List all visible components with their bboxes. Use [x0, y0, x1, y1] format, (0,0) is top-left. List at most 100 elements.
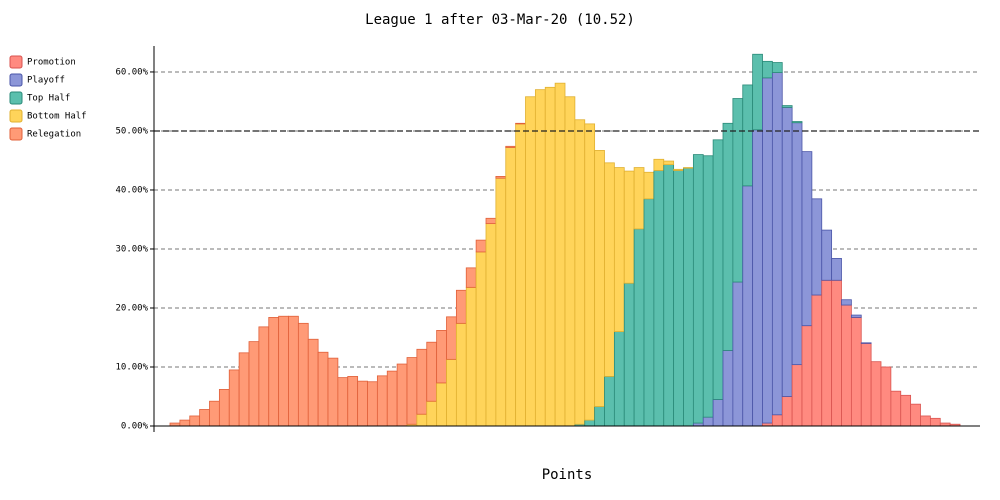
bar — [791, 122, 803, 366]
bar — [791, 364, 803, 427]
bar — [189, 415, 201, 427]
bar — [554, 82, 566, 427]
bar — [209, 400, 220, 427]
bar — [831, 258, 842, 281]
bar — [525, 96, 536, 427]
bar — [436, 382, 447, 427]
bar — [297, 322, 309, 427]
bar — [663, 164, 675, 427]
bar — [929, 417, 941, 427]
bar — [604, 162, 615, 377]
legend-swatch — [9, 91, 23, 105]
bar — [465, 286, 477, 427]
bar — [732, 98, 744, 283]
bar — [742, 185, 754, 427]
bar — [702, 416, 714, 427]
bar — [771, 414, 783, 427]
bar — [485, 223, 497, 427]
bar — [317, 351, 329, 427]
bar — [544, 86, 556, 427]
bar — [347, 376, 359, 427]
bar — [712, 399, 724, 427]
bar — [475, 251, 487, 427]
bar — [850, 314, 862, 318]
bar — [850, 317, 862, 427]
bar — [781, 106, 793, 397]
bar — [623, 170, 635, 284]
bar — [268, 317, 280, 427]
bar — [722, 122, 734, 351]
bar — [821, 279, 833, 427]
bar — [890, 390, 902, 427]
bar — [762, 60, 773, 79]
legend-label: Bottom Half — [27, 112, 87, 122]
bar — [406, 357, 418, 425]
bar — [841, 304, 852, 427]
bar — [910, 403, 921, 427]
bar — [584, 419, 596, 427]
bar — [179, 419, 191, 427]
bar — [643, 171, 655, 200]
bar — [771, 72, 783, 416]
y-tick-label: 40.00% — [115, 185, 148, 195]
bar — [722, 350, 734, 427]
legend-label: Promotion — [27, 58, 76, 68]
bar — [663, 160, 675, 166]
bar — [367, 381, 378, 427]
bar — [426, 341, 438, 402]
bar — [821, 229, 833, 281]
legend-label: Top Half — [27, 94, 70, 104]
bar — [594, 406, 605, 427]
bar — [831, 279, 842, 427]
bar — [495, 177, 507, 427]
bar — [653, 158, 665, 171]
bar — [515, 123, 526, 427]
bar — [791, 121, 803, 124]
bar — [416, 348, 428, 415]
bar — [327, 357, 339, 427]
bar — [218, 389, 230, 427]
bar — [781, 105, 793, 108]
bar — [376, 375, 388, 427]
y-tick-label: 60.00% — [115, 67, 148, 77]
bar — [623, 282, 635, 427]
bar — [811, 294, 823, 427]
bar — [199, 409, 210, 427]
bar — [288, 315, 299, 427]
legend-swatch — [9, 127, 23, 141]
bar — [238, 352, 250, 427]
bar — [436, 330, 447, 384]
bar — [446, 358, 457, 427]
legend-swatch — [9, 55, 23, 69]
y-tick-label: 10.00% — [115, 362, 148, 372]
bar — [584, 123, 596, 421]
bar — [594, 150, 605, 407]
bar — [841, 299, 852, 306]
bar — [920, 415, 931, 427]
chart-title: League 1 after 03-Mar-20 (10.52) — [365, 12, 635, 28]
bar — [752, 53, 763, 131]
bar — [258, 326, 270, 427]
bar — [396, 363, 408, 427]
bar — [781, 396, 793, 427]
bar — [771, 62, 783, 73]
bar — [643, 198, 655, 427]
bar — [673, 168, 684, 171]
bar — [702, 155, 714, 418]
bar — [357, 380, 368, 427]
bar — [900, 394, 912, 427]
bar — [485, 217, 497, 225]
bar — [653, 170, 665, 427]
x-axis-label: Points — [542, 467, 593, 483]
bar — [762, 77, 773, 424]
bar — [495, 176, 507, 179]
bar — [860, 342, 872, 344]
legend-label: Playoff — [27, 76, 65, 86]
bar — [811, 198, 823, 296]
bar — [633, 167, 645, 230]
bar — [574, 119, 586, 425]
bar — [505, 147, 517, 427]
bar — [633, 228, 645, 427]
bar — [604, 376, 615, 427]
